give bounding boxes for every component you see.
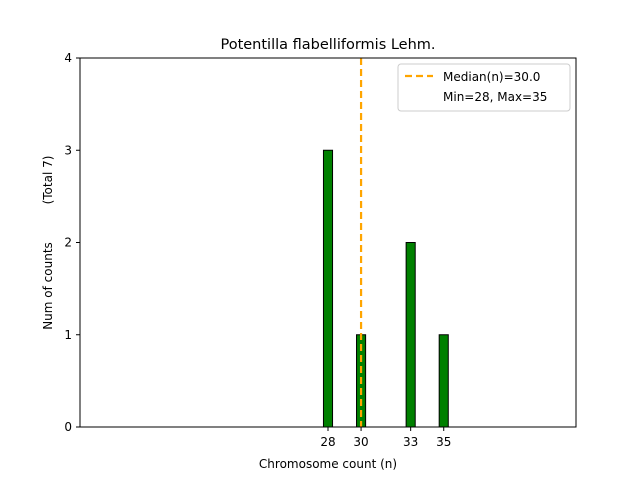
legend-entry-min-max: Min=28, Max=35 — [443, 90, 547, 104]
y-tick-label-1: 1 — [64, 328, 72, 342]
bar-28 — [322, 149, 334, 428]
x-tick-label-28: 28 — [320, 435, 335, 449]
x-tick-label-35: 35 — [436, 435, 451, 449]
chart-title: Potentilla flabelliformis Lehm. — [220, 37, 435, 53]
x-axis-label: Chromosome count (n) — [259, 457, 397, 471]
x-tick-label-33: 33 — [403, 435, 418, 449]
y-tick-label-3: 3 — [64, 143, 72, 157]
x-ticks-group: 28 30 33 35 — [320, 427, 451, 449]
y-tick-label-4: 4 — [64, 51, 72, 65]
legend-entry-median: Median(n)=30.0 — [443, 70, 540, 84]
y-tick-label-0: 0 — [64, 420, 72, 434]
y-tick-label-2: 2 — [64, 236, 72, 250]
y-axis-label: Num of counts — [41, 242, 55, 330]
plot-frame — [79, 57, 577, 428]
y-ticks-group: 0 1 2 3 4 — [64, 51, 80, 434]
x-tick-label-30: 30 — [353, 435, 368, 449]
y-axis-total-label: (Total 7) — [41, 156, 55, 205]
bar-35 — [438, 334, 449, 428]
bar-33 — [405, 242, 416, 428]
legend-box — [397, 63, 571, 112]
legend: Median(n)=30.0 Min=28, Max=35 — [397, 63, 571, 112]
